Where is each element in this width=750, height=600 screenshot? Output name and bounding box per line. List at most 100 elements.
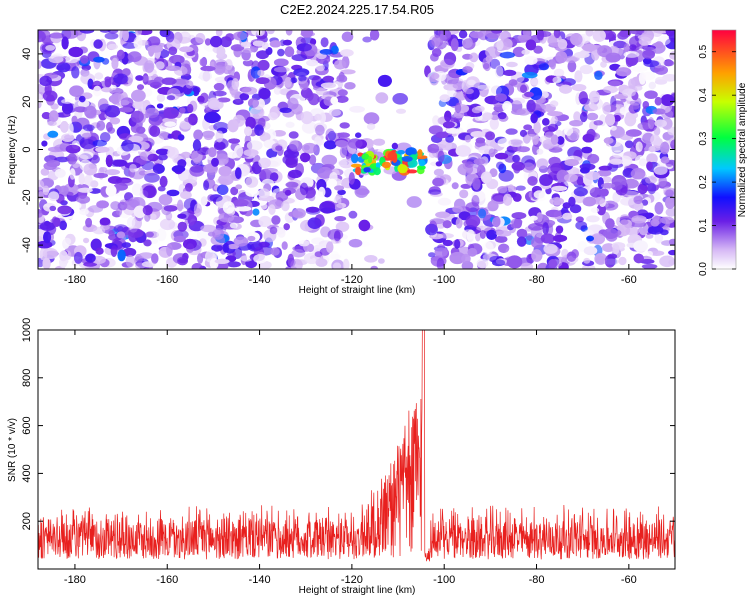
spectrogram-cell bbox=[654, 96, 662, 106]
spectrogram-cell bbox=[538, 63, 550, 71]
spectrogram-cell bbox=[253, 254, 268, 264]
spectrogram-hotspot-cell bbox=[401, 156, 413, 162]
spectrogram-cell bbox=[529, 87, 543, 101]
spectrogram-cell bbox=[289, 140, 303, 152]
spectrogram-cell bbox=[177, 213, 187, 219]
spectrogram-cell bbox=[567, 60, 577, 73]
spectrogram-cell bbox=[104, 32, 119, 40]
spectrogram-cell bbox=[604, 254, 616, 268]
colorbar-tick-label: 0.0 bbox=[698, 262, 709, 276]
spectrogram-cell bbox=[259, 132, 271, 142]
spectrogram-cell bbox=[242, 86, 258, 95]
spectrogram-cell bbox=[510, 223, 521, 229]
spectrogram-cell bbox=[232, 98, 244, 105]
spectrogram-cell bbox=[258, 157, 271, 169]
spectrogram-cell bbox=[631, 215, 647, 224]
spectrogram-cell bbox=[531, 237, 543, 249]
spectrogram-cell bbox=[516, 236, 527, 247]
spectrogram-cell bbox=[536, 148, 544, 155]
spectrogram-cell bbox=[279, 107, 292, 114]
spectrogram-cell bbox=[337, 89, 348, 97]
spectrogram-cell bbox=[511, 212, 527, 220]
spectrogram-hotspot-cell bbox=[381, 161, 391, 169]
spectrogram-cell bbox=[204, 38, 211, 46]
spectrogram-cell bbox=[277, 229, 286, 238]
spectrogram-cell bbox=[111, 57, 119, 70]
spectrogram-cell bbox=[526, 99, 536, 113]
spectrogram-cell bbox=[200, 224, 217, 233]
spectrogram-cell bbox=[598, 165, 612, 171]
spectrogram-cell bbox=[489, 117, 499, 130]
spectrogram-cell bbox=[58, 185, 69, 196]
spectrogram-cell bbox=[555, 225, 564, 234]
spectrogram-cell bbox=[654, 41, 664, 49]
spectrogram-cell bbox=[187, 103, 194, 113]
spectrogram-cell bbox=[321, 154, 338, 166]
spectrogram-cell bbox=[396, 108, 406, 114]
spectrogram-cell bbox=[665, 207, 675, 217]
spectrogram-cell bbox=[455, 102, 462, 114]
spectrogram-cell bbox=[618, 256, 627, 266]
spectrogram-cell bbox=[542, 222, 549, 235]
spectrogram-cell bbox=[235, 167, 242, 180]
spectrogram-hotspot-cell bbox=[397, 164, 408, 174]
spectrogram-cell bbox=[654, 65, 668, 75]
spectrogram-cell bbox=[331, 45, 339, 55]
spectrogram-cell bbox=[645, 233, 654, 239]
spectrogram-cell bbox=[644, 212, 654, 218]
spectrogram-cell bbox=[549, 59, 557, 70]
spectrogram-cell bbox=[485, 55, 493, 63]
spectrogram-cell bbox=[38, 30, 46, 43]
spectrogram-cell bbox=[273, 66, 290, 73]
spectrogram-x-axis-label: Height of straight line (km) bbox=[299, 285, 416, 296]
spectrogram-cell bbox=[439, 30, 452, 42]
spectrogram-cell bbox=[650, 134, 661, 146]
spectrogram-cell bbox=[553, 68, 565, 77]
spectrogram-cell bbox=[82, 124, 95, 132]
spectrogram-cell bbox=[659, 255, 675, 268]
spectrogram-cell bbox=[512, 154, 520, 163]
spectrogram-cell bbox=[282, 39, 292, 46]
spectrogram-cell bbox=[525, 233, 533, 241]
spectrogram-cell bbox=[147, 153, 159, 162]
spectrogram-cell bbox=[112, 159, 128, 167]
spectrogram-cell bbox=[553, 90, 562, 103]
spectrogram-cell bbox=[64, 55, 79, 64]
spectrogram-cell bbox=[59, 250, 68, 262]
spectrogram-cell bbox=[432, 115, 440, 126]
spectrogram-cell bbox=[197, 95, 205, 103]
spectrogram-cell bbox=[553, 30, 561, 39]
spectrogram-cell bbox=[574, 51, 590, 59]
spectrogram-cell bbox=[327, 130, 337, 141]
snr-x-tick-label: -80 bbox=[529, 574, 545, 586]
snr-x-tick-label: -100 bbox=[433, 574, 455, 586]
snr-frame bbox=[37, 329, 676, 570]
spectrogram-cell bbox=[452, 83, 461, 89]
spectrogram-cell bbox=[246, 140, 263, 151]
spectrogram-cell bbox=[183, 238, 197, 250]
spectrogram-cell bbox=[472, 177, 481, 191]
spectrogram-cell bbox=[291, 54, 308, 62]
spectrogram-cell bbox=[214, 258, 230, 264]
spectrogram-cell bbox=[193, 129, 204, 141]
spectrogram-cell bbox=[48, 55, 64, 64]
spectrogram-cell bbox=[406, 196, 422, 208]
spectrogram-cell bbox=[579, 64, 594, 75]
spectrogram-cell bbox=[43, 162, 57, 171]
spectrogram-cell bbox=[166, 189, 180, 197]
spectrogram-cell bbox=[339, 158, 354, 169]
spectrogram-cell bbox=[654, 79, 668, 85]
spectrogram-cell bbox=[207, 147, 217, 158]
spectrogram-cell bbox=[641, 263, 658, 269]
spectrogram-cell bbox=[561, 248, 569, 259]
spectrogram-cell bbox=[619, 106, 627, 116]
spectrogram-cell bbox=[551, 115, 558, 124]
spectrogram-cell bbox=[255, 77, 270, 84]
spectrogram-cell bbox=[68, 46, 84, 58]
spectrogram-cell bbox=[628, 78, 636, 90]
spectrogram-cell bbox=[454, 239, 461, 249]
spectrogram-hotspot-cell bbox=[417, 165, 426, 170]
spectrogram-cell bbox=[195, 32, 206, 44]
spectrogram-cell bbox=[504, 149, 515, 156]
spectrogram-cell bbox=[119, 106, 134, 113]
